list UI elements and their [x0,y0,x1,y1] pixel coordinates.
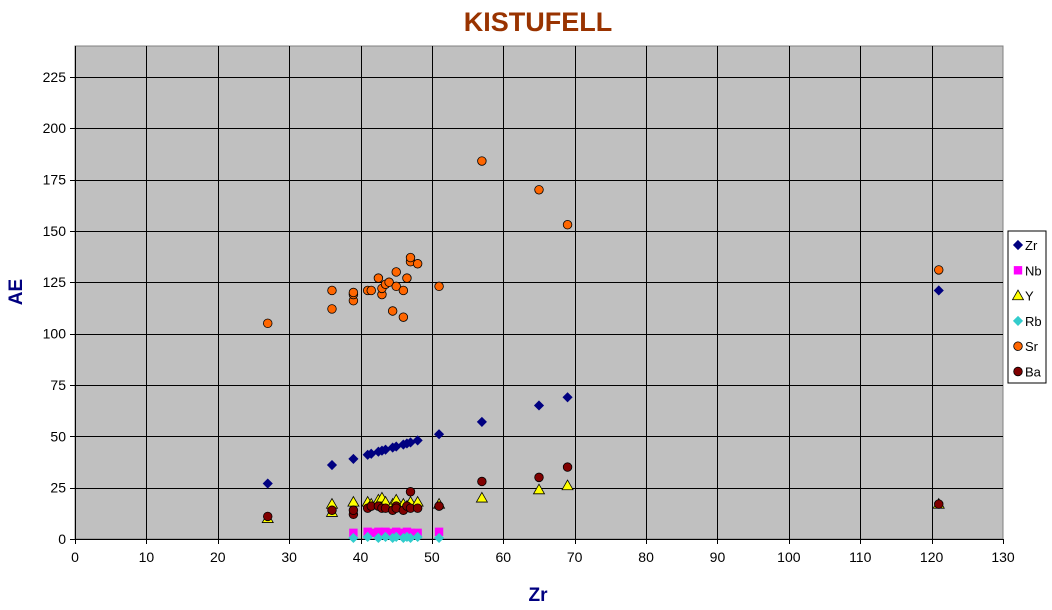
legend-box [1007,230,1047,384]
point-sr [398,285,409,296]
point-sr [384,277,394,287]
y-axis-title: AE [6,279,27,305]
point-zr [262,478,273,489]
point-y [532,483,546,495]
point-ba [434,501,444,511]
point-ba [477,476,487,487]
point-sr [263,318,273,329]
x-tick-label: 50 [424,549,440,565]
y-tick-label: 175 [43,172,67,188]
point-sr [405,252,416,263]
point-ba [348,505,359,515]
x-tick-label: 30 [281,549,297,565]
x-tick-label: 40 [353,549,369,565]
x-tick-label: 80 [638,549,654,565]
point-sr [402,273,412,283]
legend-label-rb: Rb [1025,314,1042,329]
legend-marker-sr [1013,341,1023,351]
data-points [261,156,945,544]
point-sr [348,287,359,298]
point-sr [391,267,401,277]
point-sr [387,306,398,316]
point-ba [405,487,416,497]
point-sr [391,281,401,292]
legend-label-ba: Ba [1025,365,1042,380]
y-tick-label: 100 [43,326,67,342]
point-sr [562,220,573,230]
point-sr [534,185,544,195]
x-tick-label: 60 [496,549,512,565]
x-tick-label: 20 [210,549,226,565]
point-rb [380,531,391,543]
point-ba [263,511,273,522]
series-rb [348,531,445,544]
point-ba [534,472,544,483]
x-tick-label: 70 [567,549,583,565]
point-rb [348,532,359,544]
point-sr [373,273,384,283]
point-sr [327,285,337,296]
point-zr [433,429,445,440]
legend-marker-nb [1013,266,1023,275]
point-rb [391,531,402,543]
x-tick-label: 100 [777,549,801,565]
chart-title: KISTUFELL [464,7,613,37]
point-sr [934,265,944,275]
y-tick-label: 225 [43,69,67,85]
legend-marker-y [1011,289,1025,301]
grid [75,46,1003,539]
point-y [475,491,489,503]
x-tick-label: 90 [710,549,726,565]
point-zr [412,435,423,446]
y-tick-label: 125 [43,274,67,290]
y-tick-label: 150 [43,223,67,239]
point-ba [562,462,573,472]
point-ba [327,505,337,515]
x-tick-label: 120 [920,549,944,565]
point-sr [434,281,444,292]
x-axis-title: Zr [529,585,549,606]
point-sr [398,312,409,322]
series-sr [263,156,944,329]
point-zr [326,459,338,471]
y-tick-label: 50 [50,428,66,444]
point-zr [348,453,359,464]
point-sr [366,285,376,296]
legend: Zr Nb Y Rb Sr Ba [1007,230,1047,384]
legend-marker-rb [1012,315,1024,326]
legend-marker-ba [1013,366,1023,377]
series-zr [262,285,944,489]
y-tick-label: 25 [50,480,66,496]
point-zr [933,285,944,296]
y-tick-label: 0 [58,531,66,547]
y-tick-label: 75 [50,377,66,393]
point-ba [934,499,944,509]
x-tick-label: 110 [849,549,872,565]
point-zr [562,392,573,403]
legend-label-nb: Nb [1025,263,1042,278]
point-sr [412,259,423,269]
legend-label-y: Y [1025,289,1034,304]
point-sr [477,156,487,166]
point-y [561,479,574,491]
x-tick-label: 130 [991,549,1015,565]
legend-label-sr: Sr [1025,339,1039,354]
point-sr [327,304,337,314]
plot-area [74,45,1004,540]
point-ba [412,503,423,513]
tick-labels: 0 10 20 30 40 50 60 70 80 90 100 110 120 130 0 25 50 75 10… [43,46,1015,565]
point-zr [476,416,487,427]
point-rb [362,531,373,543]
point-zr [533,400,545,411]
series-ba [263,462,944,522]
point-rb [433,532,445,544]
legend-marker-zr [1012,239,1024,251]
x-tick-label: 0 [71,549,79,565]
point-rb [412,531,423,543]
y-tick-label: 200 [43,120,67,136]
legend-label-zr: Zr [1025,238,1038,253]
x-tick-label: 10 [139,549,155,565]
